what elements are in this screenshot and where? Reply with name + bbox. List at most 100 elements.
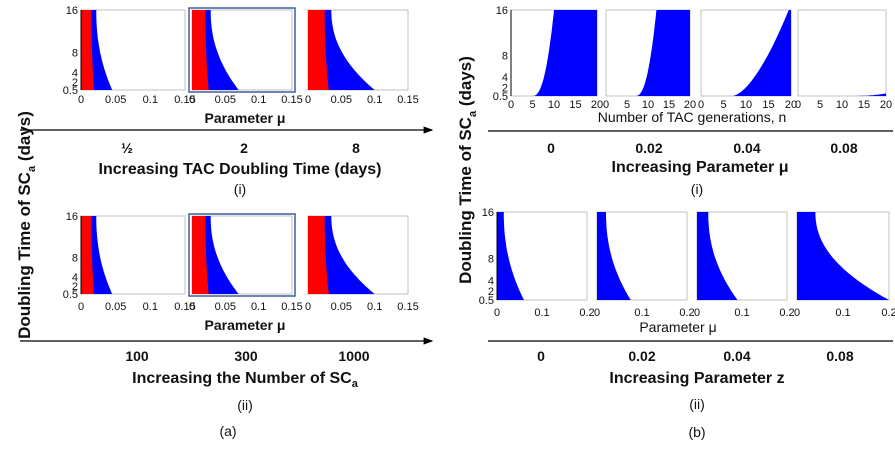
panel-b-ylabel-unit: (days) (456, 56, 475, 111)
a-ii-arrow-value-3: 1000 (338, 348, 369, 364)
a-ii-plot2-highlight-frame (188, 213, 296, 297)
b-i-plot1-ytick-4: 4 (502, 72, 508, 84)
b-i-plot4-xtick-5: 5 (817, 99, 823, 111)
panel-b-ylabel-sub: a (467, 110, 479, 117)
b-ii-arrow-value-2: 0.02 (628, 348, 655, 364)
b-ii-plot3-xtick-0: 0 (694, 307, 700, 319)
b-ii-plot1-ytick-4: 4 (488, 276, 494, 288)
b-i-arrow-value-1: 0 (547, 140, 555, 156)
b-ii-plot3-xtick-0_2: 0.2 (779, 307, 794, 319)
b-ii-plot1-ytick-8: 8 (488, 254, 494, 266)
panel-b-ylabel: Doubling Time of SCa (days) (456, 56, 479, 284)
b-i-plot1-ytick-8: 8 (502, 51, 508, 63)
a-ii-arrow-value-2: 300 (234, 348, 258, 364)
a-ii-plot3-red-area (308, 216, 329, 294)
b-ii-plot1-ytick-16: 16 (482, 207, 494, 219)
a-ii-plot3-xtick-0_05: 0.05 (331, 301, 352, 313)
panel-a-ylabel-main: Doubling Time of SC (15, 172, 34, 339)
b-ii-arrow-label: Increasing Parameter z (609, 370, 784, 387)
a-i-plot2-xtick-0_15: 0.15 (281, 94, 302, 106)
panel-a-caption: (a) (219, 423, 236, 439)
a-ii-plot2-xtick-0_15: 0.15 (281, 301, 302, 313)
b-i-plot2-xtick-10: 10 (642, 99, 654, 111)
a-ii-plot3-xtick-0_1: 0.1 (367, 301, 382, 313)
b-i-plot2-xtick-15: 15 (663, 99, 675, 111)
b-i-plot4-xtick-0: 0 (795, 99, 801, 111)
a-i-plot3-xtick-0: 0 (305, 94, 311, 106)
b-i-arrow-value-2: 0.02 (635, 140, 662, 156)
a-i-plot2-red-area (192, 10, 209, 90)
a-i-plot3-red-area (308, 10, 329, 90)
a-i-plot2-xtick-0: 0 (189, 94, 195, 106)
panel-a-ylabel-unit: (days) (15, 111, 34, 166)
a-i-plot1-xtick-0_05: 0.05 (105, 94, 126, 106)
b-ii-arrow-value-3: 0.04 (723, 348, 750, 364)
b-i-plot1-ytick-2: 2 (502, 82, 508, 94)
a-i-sublabel: (i) (234, 181, 246, 197)
a-i-plot3-xtick-0_15: 0.15 (397, 94, 418, 106)
a-i-plot1-ytick-8: 8 (72, 47, 78, 59)
a-ii-plot1-xtick-0: 0 (78, 301, 84, 313)
a-i-plot2-highlight-frame (188, 7, 296, 93)
panel-b-caption: (b) (688, 424, 705, 440)
a-i-arrow-value-1: ½ (121, 140, 133, 156)
a-ii-plot1-red-area (81, 216, 94, 294)
a-i-arrow-value-2: 2 (240, 140, 248, 156)
a-i-plot3-xtick-0_1: 0.1 (367, 94, 382, 106)
a-ii-plot3-xtick-0_15: 0.15 (397, 301, 418, 313)
a-ii-arrow-label: Increasing the Number of SCa (132, 370, 359, 390)
a-i-plot1-ytick-4: 4 (72, 67, 78, 79)
b-i-plot2-xtick-20: 20 (684, 99, 696, 111)
a-i-plot2-xtick-0_1: 0.1 (251, 94, 266, 106)
b-i-arrow-label: Increasing Parameter μ (612, 159, 789, 176)
a-i-plot2-xtick-0_05: 0.05 (215, 94, 236, 106)
b-i-plot1-xtick-0: 0 (508, 99, 514, 111)
b-i-plot1-xtick-20: 20 (591, 99, 603, 111)
b-ii-plot2-xtick-0: 0 (594, 307, 600, 319)
b-ii-xlabel: Parameter μ (639, 319, 716, 335)
b-ii-plot1-blue-area (497, 212, 524, 300)
b-i-plot1-blue-area (532, 10, 597, 96)
b-ii-plot3-blue-area (697, 212, 738, 300)
a-ii-plot2-xtick-0_05: 0.05 (215, 301, 236, 313)
b-i-sublabel: (i) (691, 181, 703, 197)
b-i-plot1-ytick-16: 16 (496, 5, 508, 17)
b-i-plot1-xtick-15: 15 (569, 99, 581, 111)
a-ii-plot1-ytick-8: 8 (72, 252, 78, 264)
a-i-plot1-xtick-0_15: 0.15 (174, 94, 195, 106)
b-ii-plot1-xtick-0: 0 (494, 307, 500, 319)
b-i-plot4-blue-area (850, 93, 886, 96)
b-ii-arrow-value-4: 0.08 (826, 348, 853, 364)
b-ii-plot4-xtick-0: 0 (794, 307, 800, 319)
b-ii-plot4-xtick-0_1: 0.1 (835, 307, 850, 319)
b-ii-plot2-xtick-0_2: 0.2 (679, 307, 694, 319)
b-ii-plot2-xtick-0_1: 0.1 (634, 307, 649, 319)
b-ii-plot1-xtick-0_2: 0.2 (579, 307, 594, 319)
a-i-plot3-xtick-0_05: 0.05 (331, 94, 352, 106)
a-ii-plot1-ytick-4: 4 (72, 272, 78, 284)
a-ii-plot2-xtick-0: 0 (189, 301, 195, 313)
a-ii-plot2-xtick-0_1: 0.1 (251, 301, 266, 313)
a-ii-sublabel: (ii) (237, 397, 253, 413)
a-ii-arrow-value-1: 100 (125, 348, 149, 364)
b-ii-sublabel: (ii) (689, 396, 705, 412)
panel-a-ylabel-sub: a (26, 165, 38, 172)
a-ii-arrow-label-main: Increasing the Number of SC (132, 370, 352, 387)
b-ii-plot1-xtick-0_1: 0.1 (534, 307, 549, 319)
a-i-plot1-ytick-16: 16 (66, 5, 78, 17)
a-ii-plot1-xtick-0_05: 0.05 (105, 301, 126, 313)
a-ii-plot1-ytick-16: 16 (66, 211, 78, 223)
a-i-plot1-ytick-2: 2 (72, 77, 78, 89)
a-ii-plot2-red-area (192, 216, 209, 294)
b-i-plot4-xtick-20: 20 (880, 99, 892, 111)
b-i-plot1-xtick-5: 5 (529, 99, 535, 111)
b-ii-plot4-xtick-0_2: 0.2 (881, 307, 895, 319)
a-i-arrow-label: Increasing TAC Doubling Time (days) (99, 161, 382, 178)
b-ii-plot2-frame (596, 211, 688, 301)
b-i-plot1-xtick-10: 10 (548, 99, 560, 111)
a-i-plot1-ytick-0_5: 0.5 (63, 85, 78, 97)
b-ii-plot1-ytick-0_5: 0.5 (479, 295, 494, 307)
a-i-plot1-red-area (81, 10, 94, 90)
a-ii-plot1-xtick-0_1: 0.1 (143, 301, 158, 313)
